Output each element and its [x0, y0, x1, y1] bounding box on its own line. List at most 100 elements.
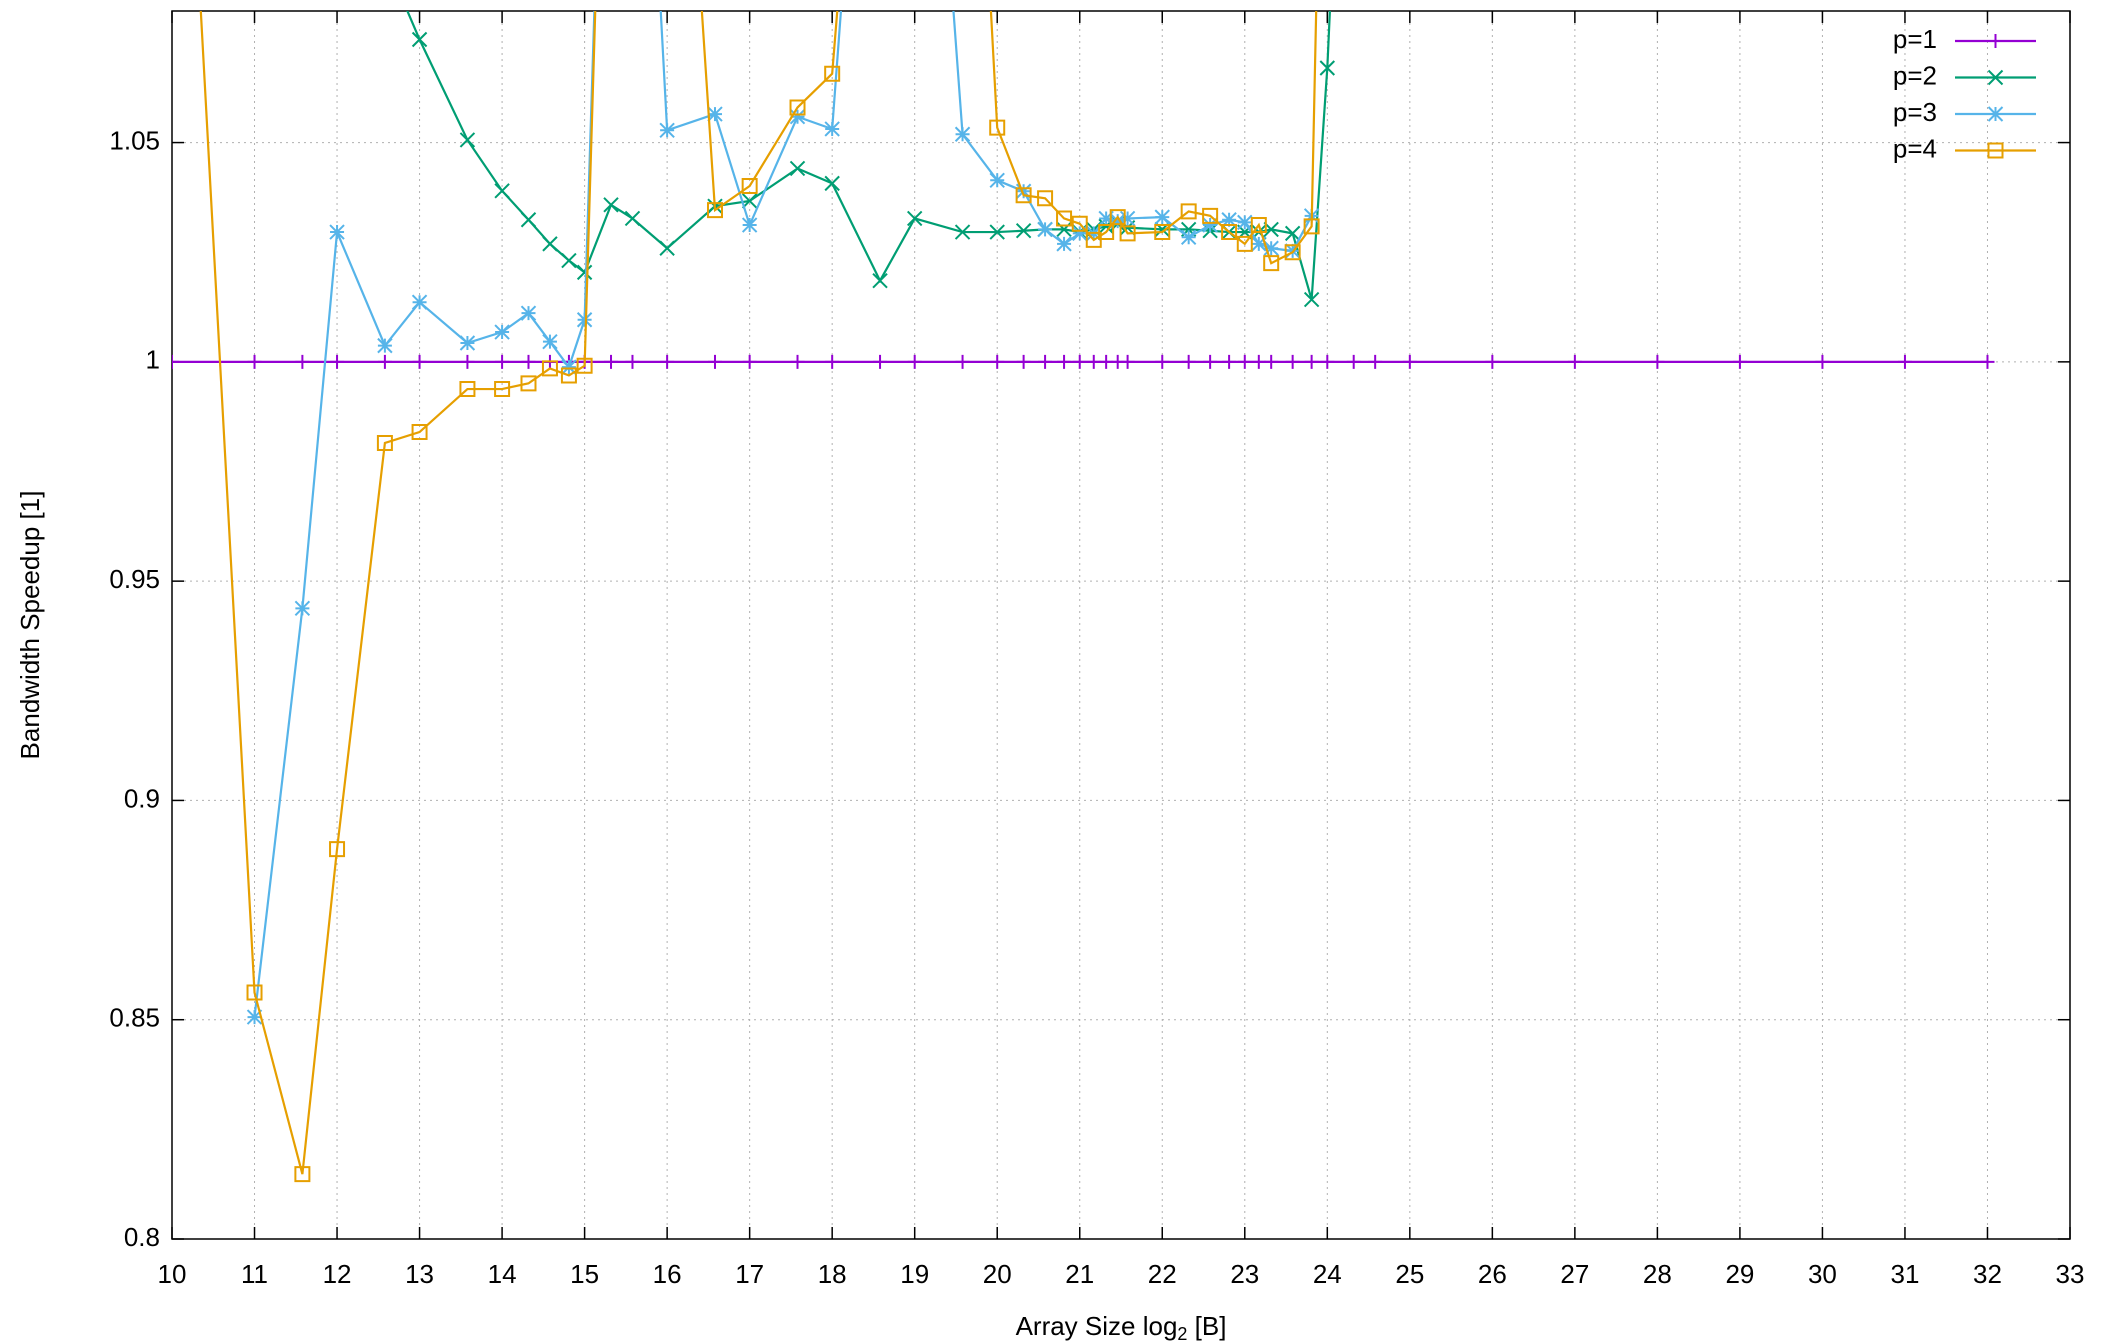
x-tick-label: 11 — [241, 1259, 268, 1289]
point-marker — [459, 335, 476, 351]
point-marker — [707, 106, 723, 122]
legend-symbol — [1987, 142, 2004, 159]
point-marker — [494, 324, 510, 340]
x-tick-label: 24 — [1313, 1259, 1342, 1289]
point-marker — [1120, 354, 1135, 369]
point-marker — [906, 210, 923, 227]
point-marker — [460, 354, 475, 369]
point-marker — [247, 354, 262, 369]
point-marker — [329, 224, 345, 240]
x-label-sub: 2 — [1177, 1324, 1187, 1342]
point-marker — [1320, 354, 1335, 369]
point-marker — [542, 236, 558, 252]
point-marker — [1057, 354, 1072, 369]
point-marker — [1072, 354, 1087, 369]
point-marker — [1650, 354, 1665, 369]
point-marker — [1202, 207, 1219, 224]
point-marker — [521, 354, 536, 369]
point-marker — [1154, 224, 1171, 241]
point-marker — [1221, 212, 1237, 228]
point-marker — [1263, 240, 1279, 256]
point-marker — [1897, 354, 1912, 369]
point-marker — [1237, 354, 1252, 369]
point-marker — [1098, 210, 1114, 227]
x-tick-label: 30 — [1808, 1259, 1837, 1289]
point-marker — [660, 354, 675, 369]
point-marker — [1056, 210, 1073, 227]
point-marker — [411, 31, 428, 48]
point-marker — [604, 354, 619, 369]
point-marker — [1015, 187, 1032, 204]
point-marker — [624, 210, 641, 227]
point-marker — [1038, 354, 1053, 369]
point-marker — [955, 354, 970, 369]
point-marker — [1072, 225, 1088, 242]
point-marker — [1085, 231, 1102, 248]
y-tick-label: 0.85 — [109, 1003, 160, 1033]
point-marker — [459, 132, 476, 148]
x-tick-label: 32 — [1973, 1259, 2002, 1289]
point-marker — [825, 354, 840, 369]
legend-symbol — [1987, 106, 2004, 122]
point-marker — [294, 1166, 311, 1183]
point-marker — [707, 354, 722, 369]
point-marker — [742, 354, 757, 369]
legend-symbol — [1988, 34, 2003, 48]
point-marker — [1732, 354, 1747, 369]
x-tick-label: 12 — [323, 1259, 352, 1289]
series-line — [253, 11, 1313, 1018]
point-marker — [872, 273, 888, 289]
point-marker — [1098, 224, 1115, 241]
y-tick-label: 0.9 — [124, 783, 160, 813]
x-tick-label: 33 — [2056, 1259, 2085, 1289]
grid — [171, 11, 2071, 1240]
point-marker — [1815, 354, 1830, 369]
point-marker — [172, 354, 179, 369]
point-marker — [1015, 223, 1032, 239]
point-marker — [1251, 236, 1267, 252]
point-marker — [907, 354, 922, 369]
point-marker — [411, 424, 428, 441]
point-marker — [520, 305, 537, 321]
point-marker — [603, 197, 619, 213]
point-marker — [541, 360, 558, 377]
point-marker — [1303, 291, 1320, 308]
point-marker — [495, 354, 510, 369]
x-tick-label: 15 — [570, 1259, 599, 1289]
point-marker — [542, 333, 558, 350]
y-tick-label: 1.05 — [109, 125, 160, 155]
point-marker — [412, 354, 427, 369]
x-label-text: Array Size log — [1016, 1311, 1178, 1341]
point-marker — [560, 367, 577, 384]
point-marker — [520, 212, 537, 228]
x-label-unit: [B] — [1187, 1311, 1226, 1341]
point-marker — [1285, 354, 1300, 369]
point-marker — [1263, 255, 1280, 272]
point-marker — [1237, 214, 1253, 231]
point-marker — [1251, 354, 1266, 369]
x-tick-label: 13 — [405, 1259, 434, 1289]
legend-label: p=2 — [1893, 60, 1937, 90]
point-marker — [1264, 354, 1279, 369]
point-marker — [954, 126, 971, 142]
point-marker — [989, 224, 1005, 240]
x-tick-label: 10 — [158, 1259, 187, 1289]
point-marker — [1015, 183, 1032, 199]
point-marker — [1303, 218, 1320, 235]
point-marker — [459, 381, 476, 398]
point-marker — [659, 240, 675, 256]
point-marker — [1368, 354, 1383, 369]
y-tick-label: 1 — [146, 345, 160, 375]
plot-area — [172, 11, 1995, 1183]
point-marker — [1109, 209, 1126, 226]
point-marker — [789, 160, 806, 177]
point-marker — [789, 99, 806, 116]
point-marker — [295, 354, 310, 369]
point-marker — [377, 337, 393, 354]
point-marker — [1155, 354, 1170, 369]
point-marker — [790, 354, 805, 369]
point-marker — [494, 183, 510, 199]
point-marker — [330, 354, 345, 369]
x-tick-label: 31 — [1890, 1259, 1919, 1289]
